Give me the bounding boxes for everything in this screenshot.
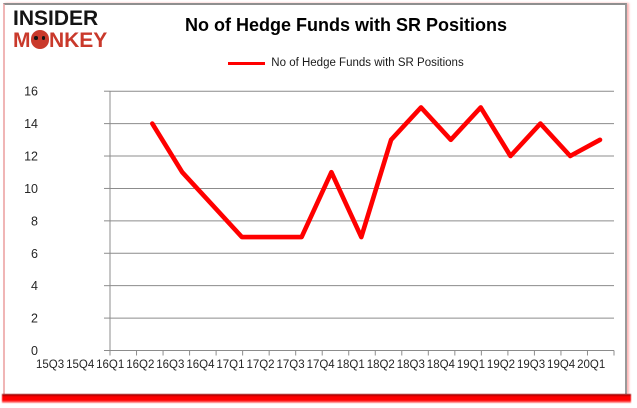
monkey-face-icon — [30, 30, 49, 49]
x-axis-label: 17Q2 — [246, 359, 274, 371]
x-axis-label: 20Q1 — [577, 359, 605, 371]
y-axis-label: 12 — [24, 150, 38, 164]
legend-label: No of Hedge Funds with SR Positions — [271, 57, 464, 69]
y-axis-label: 14 — [24, 117, 38, 131]
data-line-series — [150, 105, 603, 240]
chart-title: No of Hedge Funds with SR Positions — [185, 15, 507, 35]
x-axis-label: 16Q2 — [126, 359, 154, 371]
insider-monkey-logo: INSIDER M NKEY — [13, 8, 107, 51]
x-axis-label: 19Q4 — [547, 359, 576, 371]
x-axis-label: 15Q4 — [66, 359, 95, 371]
y-axis-label: 2 — [31, 312, 38, 326]
x-axis-label: 17Q3 — [277, 359, 305, 371]
x-axis-label: 19Q2 — [487, 359, 515, 371]
x-axis-label: 16Q1 — [96, 359, 124, 371]
x-axis-label: 16Q3 — [156, 359, 184, 371]
x-axis-label: 18Q2 — [367, 359, 395, 371]
chart-frame — [3, 3, 627, 394]
logo-line-insider: INSIDER — [13, 7, 99, 30]
y-axis-label: 0 — [31, 344, 38, 358]
y-axis-label: 6 — [31, 247, 38, 261]
legend-line-swatch — [228, 61, 266, 65]
red-glow-bottom-bar — [2, 394, 631, 403]
logo-line-monkey: M NKEY — [13, 28, 108, 52]
y-axis-label: 8 — [31, 214, 38, 228]
x-axis-label: 17Q4 — [307, 359, 336, 371]
x-axis-label: 18Q1 — [337, 359, 365, 371]
chart-legend: No of Hedge Funds with SR Positions — [55, 57, 637, 69]
x-axis-label: 19Q3 — [517, 359, 545, 371]
x-axis-label: 17Q1 — [216, 359, 244, 371]
y-axis-label: 16 — [24, 85, 38, 99]
x-axis-label: 18Q3 — [397, 359, 425, 371]
y-axis-label: 4 — [31, 279, 38, 293]
x-axis-label: 15Q3 — [36, 359, 64, 371]
x-axis-label: 19Q1 — [457, 359, 485, 371]
x-axis-label: 16Q4 — [186, 359, 215, 371]
x-axis-label: 18Q4 — [427, 359, 456, 371]
y-axis-label: 10 — [24, 182, 38, 196]
